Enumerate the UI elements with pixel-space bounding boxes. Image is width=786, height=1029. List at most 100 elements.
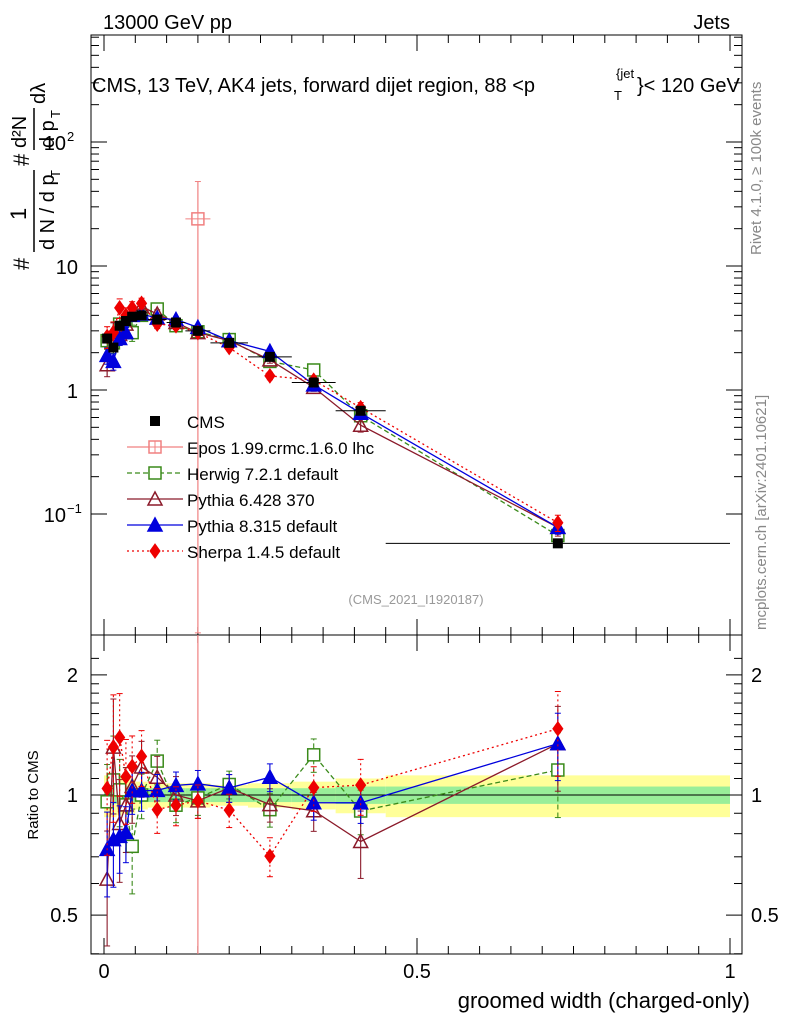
ratio-y-tick-label-right: 1 [751, 785, 762, 807]
legend-label: Herwig 7.2.1 default [187, 465, 338, 484]
main-y-axis-label: # 1 d N / d p T # d²N d p T dλ [6, 83, 63, 270]
legend-entry: Pythia 8.315 default [127, 516, 338, 536]
cms-point [224, 337, 235, 348]
series-line-herwig [106, 308, 559, 537]
ratio-y-tick-label-right: 2 [751, 665, 762, 687]
legend-label: Pythia 6.428 370 [187, 491, 315, 510]
x-tick-label: 1 [724, 961, 735, 983]
ylabel-frac2-num: d²N [9, 116, 31, 148]
y-tick-label: 1 [67, 381, 78, 403]
ratio-line-herwig [106, 753, 558, 847]
cms-point [120, 316, 131, 327]
ratio-series-layer [98, 635, 567, 954]
ratio-point-herwig [306, 748, 321, 762]
ratio-point-sherpa [308, 779, 320, 796]
legend-label: CMS [187, 413, 225, 432]
ratio-point-sherpa [170, 797, 182, 814]
cms-data-layer [102, 310, 730, 549]
series-line-sherpa [106, 302, 559, 524]
cms-point [108, 342, 119, 353]
y-tick-label: 10 [44, 133, 66, 155]
ratio-panel: 0.5 0.5 1 1 2 2 [50, 634, 779, 955]
legend-marker [148, 466, 162, 480]
mcplots-label: mcplots.cern.ch [arXiv:2401.10621] [753, 395, 770, 630]
x-tick-label: 0 [98, 961, 109, 983]
ratio-y-axis-label: Ratio to CMS [25, 750, 42, 839]
plot-title-sub: T [614, 88, 622, 103]
x-axis-label: groomed width (charged-only) [458, 988, 750, 1013]
series-line-pythia8 [106, 313, 559, 528]
ratio-point-pythia8 [117, 823, 135, 840]
series-pythia6 [98, 298, 567, 537]
ratio-point-sherpa [126, 758, 138, 775]
x-tick-labels: 0 0.5 1 [98, 961, 735, 983]
cms-point [170, 317, 181, 328]
legend-marker [146, 516, 164, 532]
analysis-watermark: (CMS_2021_I1920187) [348, 592, 483, 607]
legend-label: Pythia 8.315 default [187, 517, 338, 536]
legend-label: Sherpa 1.4.5 default [187, 543, 340, 562]
legend-entry: Herwig 7.2.1 default [127, 465, 338, 484]
ylabel-frac2-den-sub: T [48, 110, 63, 118]
legend-entry: CMS [150, 413, 225, 432]
main-series-layer [98, 181, 567, 634]
ratio-point-herwig [125, 839, 139, 854]
series-herwig [100, 302, 565, 545]
ratio-point-sherpa [552, 720, 564, 737]
ratio-point-pythia8 [549, 735, 567, 751]
cms-point [136, 310, 147, 321]
ylabel-hash-1: # [9, 257, 34, 270]
point-pythia8 [105, 352, 122, 369]
cms-point [552, 538, 563, 549]
ratio-axis-ticks: 0.5 0.5 1 1 2 2 [50, 635, 779, 955]
ratio-series-pythia6 [98, 698, 567, 947]
ratio-y-tick-label-right: 0.5 [751, 905, 779, 927]
ratio-y-tick-label: 2 [67, 665, 78, 687]
point-pythia6 [352, 416, 369, 432]
ylabel-frac1-den: d N / d p [37, 174, 59, 250]
cms-point [127, 311, 138, 322]
plot-title: CMS, 13 TeV, AK4 jets, forward dijet reg… [92, 66, 741, 103]
legend-entry: Epos 1.99.crmc.1.6.0 lhc [127, 439, 375, 458]
y-tick-label: 10 [44, 505, 66, 527]
point-sherpa [552, 514, 564, 531]
ratio-point-pythia8 [167, 776, 185, 793]
ratio-point-pythia8 [261, 768, 279, 784]
ratio-point-pythia8 [148, 781, 166, 798]
ratio-point-pythia6 [352, 832, 369, 849]
ratio-point-sherpa [107, 739, 120, 755]
y-tick-label: 10 [56, 257, 78, 279]
ratio-point-sherpa [101, 780, 113, 797]
ratio-point-sherpa [135, 748, 148, 765]
cms-point [114, 320, 125, 331]
legend-entry: Sherpa 1.4.5 default [127, 543, 340, 562]
ratio-point-pythia8 [189, 775, 207, 791]
ratio-point-sherpa [192, 793, 204, 809]
point-pythia8 [117, 324, 135, 340]
ratio-point-pythia8 [305, 794, 322, 810]
header-jets-label: Jets [693, 12, 730, 34]
legend-marker [146, 490, 164, 506]
plot-title-tail: }< 120 GeV [637, 75, 741, 97]
ylabel-frac2-tail: dλ [28, 83, 50, 104]
rivet-version-label: Rivet 4.1.0, ≥ 100k events [748, 82, 765, 255]
ylabel-frac1-num: 1 [6, 208, 31, 220]
ratio-point-pythia6 [261, 796, 279, 812]
plot-title-sup: {jet [616, 66, 634, 81]
ratio-point-sherpa [223, 802, 235, 818]
ratio-y-tick-label: 0.5 [50, 905, 78, 927]
series-pythia8 [98, 305, 567, 535]
x-tick-label: 0.5 [403, 961, 431, 983]
ratio-line-pythia6 [106, 743, 559, 880]
legend-marker [150, 416, 160, 426]
ratio-point-sherpa [264, 848, 276, 864]
legend-marker [149, 543, 161, 559]
point-sherpa [264, 368, 276, 384]
ratio-point-pythia8 [133, 782, 150, 798]
point-sherpa [114, 299, 126, 316]
cms-point [355, 405, 366, 416]
ratio-point-sherpa [120, 768, 132, 785]
